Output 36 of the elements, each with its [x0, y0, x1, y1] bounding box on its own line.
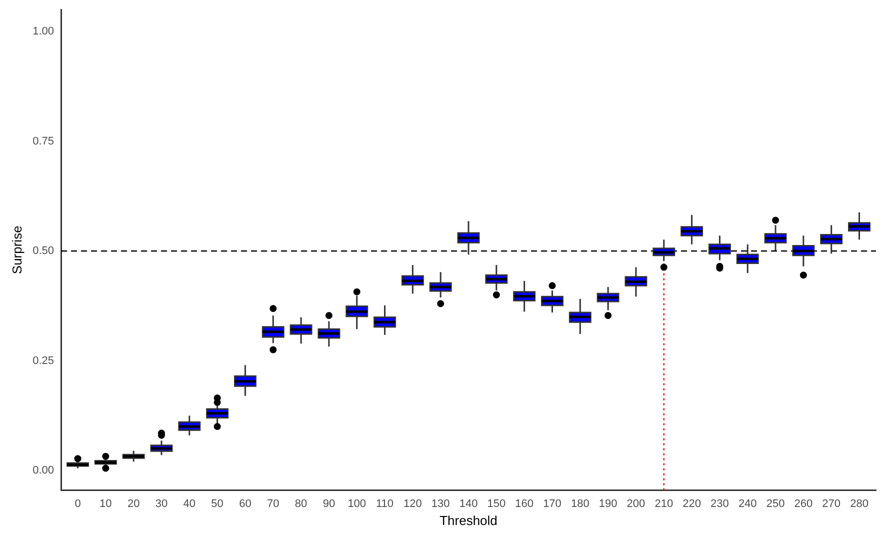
y-axis-title: Surprise — [9, 226, 24, 274]
x-tick-label: 40 — [183, 498, 196, 510]
x-tick-label: 10 — [100, 498, 112, 510]
x-tick-label: 50 — [211, 498, 224, 510]
x-tick-label: 220 — [682, 498, 701, 510]
x-tick-label: 60 — [239, 498, 252, 510]
x-tick-label: 210 — [654, 498, 674, 510]
x-tick-label: 190 — [598, 498, 618, 510]
x-axis-title: Threshold — [440, 512, 498, 528]
x-tick-label: 130 — [431, 498, 450, 510]
x-tick-label: 20 — [127, 498, 140, 510]
x-tick-label: 90 — [322, 498, 336, 510]
x-tick-label: 230 — [710, 498, 729, 510]
x-tick-label: 140 — [459, 498, 478, 510]
x-tick-label: 70 — [267, 498, 280, 510]
y-tick-label: 0.00 — [32, 464, 54, 476]
x-tick-label: 120 — [404, 498, 422, 510]
x-tick-label: 100 — [348, 498, 366, 510]
x-tick-label: 160 — [515, 498, 534, 510]
x-tick-label: 0 — [74, 498, 81, 510]
x-tick-label: 200 — [626, 498, 646, 510]
x-tick-label: 180 — [570, 498, 590, 510]
x-tick-label: 260 — [794, 498, 813, 510]
y-tick-label: 1.00 — [32, 26, 54, 38]
x-tick-label: 80 — [294, 498, 308, 510]
x-tick-label: 270 — [822, 498, 841, 510]
x-tick-label: 280 — [850, 498, 868, 510]
y-tick-label: 0.25 — [32, 354, 54, 367]
x-tick-label: 30 — [155, 498, 168, 510]
x-tick-label: 250 — [766, 498, 785, 510]
x-tick-label: 170 — [543, 498, 562, 510]
x-tick-label: 240 — [738, 498, 757, 510]
x-tick-label: 110 — [376, 498, 394, 510]
y-tick-label: 0.75 — [32, 135, 54, 148]
x-tick-label: 150 — [487, 498, 506, 510]
y-tick-label: 0.50 — [32, 245, 54, 258]
